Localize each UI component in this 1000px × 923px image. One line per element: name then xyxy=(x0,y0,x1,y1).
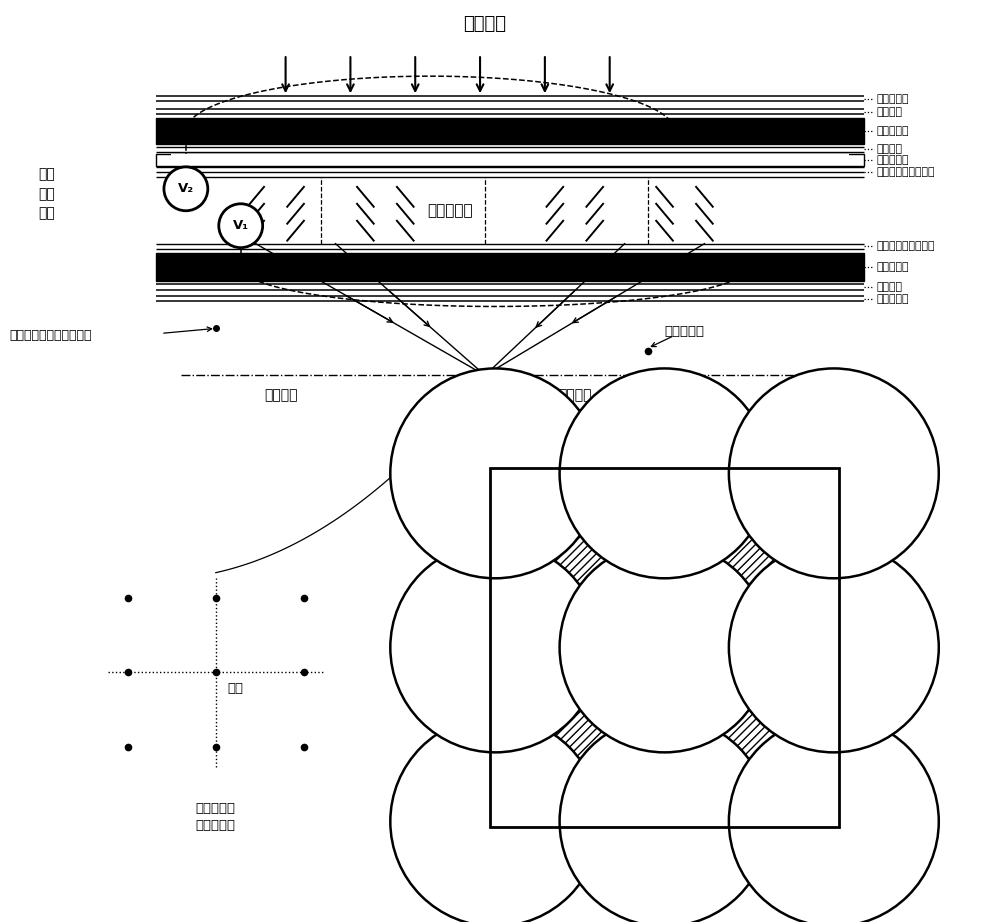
Circle shape xyxy=(729,368,939,579)
Text: 光束汇聚: 光束汇聚 xyxy=(558,389,592,402)
Text: 液晶材料层: 液晶材料层 xyxy=(427,203,473,218)
Text: 入射光束: 入射光束 xyxy=(464,16,507,33)
Text: 单元电控液晶双模微透镜: 单元电控液晶双模微透镜 xyxy=(9,329,92,342)
Text: 微光孔: 微光孔 xyxy=(507,446,533,460)
Text: 第二基片: 第二基片 xyxy=(877,282,903,292)
Circle shape xyxy=(390,543,600,752)
Circle shape xyxy=(729,543,939,752)
Bar xyxy=(490,468,839,827)
Circle shape xyxy=(560,368,769,579)
Bar xyxy=(156,154,864,166)
Bar xyxy=(156,118,864,144)
Text: 第二液晶初始取向层: 第二液晶初始取向层 xyxy=(877,241,935,251)
Bar xyxy=(171,154,849,165)
Circle shape xyxy=(219,204,263,247)
Text: 第一液晶初始取向层: 第一液晶初始取向层 xyxy=(877,167,935,177)
Circle shape xyxy=(164,167,208,210)
Bar xyxy=(156,253,864,281)
Text: 公共电极层: 公共电极层 xyxy=(877,261,909,271)
Text: 微发散光环: 微发散光环 xyxy=(664,325,704,338)
Text: 第一基片: 第一基片 xyxy=(877,106,903,116)
Text: 焦斑: 焦斑 xyxy=(437,406,454,420)
Text: 第一增透膜: 第一增透膜 xyxy=(877,93,909,103)
Text: 发散光场: 发散光场 xyxy=(648,857,681,872)
Text: 第一电极层: 第一电极层 xyxy=(877,155,909,165)
Text: 驱控
电压
信号: 驱控 电压 信号 xyxy=(38,167,55,221)
Text: 微圆
光环: 微圆 光环 xyxy=(851,473,867,503)
Text: V₂: V₂ xyxy=(178,183,194,196)
Text: 单元微透镜
光作用区域: 单元微透镜 光作用区域 xyxy=(196,802,236,832)
Circle shape xyxy=(390,716,600,923)
Circle shape xyxy=(729,716,939,923)
Text: V₁: V₁ xyxy=(233,219,249,233)
Circle shape xyxy=(560,543,769,752)
Text: 光束发散: 光束发散 xyxy=(264,389,297,402)
Bar xyxy=(490,468,839,827)
Text: 第二增透膜: 第二增透膜 xyxy=(877,294,909,304)
Ellipse shape xyxy=(474,369,496,381)
Text: 第二电极层: 第二电极层 xyxy=(877,126,909,136)
Circle shape xyxy=(560,716,769,923)
Text: 焦斑: 焦斑 xyxy=(228,682,244,695)
Text: 电绝缘层: 电绝缘层 xyxy=(877,144,903,154)
Circle shape xyxy=(390,368,600,579)
Text: 焦面: 焦面 xyxy=(610,406,626,420)
